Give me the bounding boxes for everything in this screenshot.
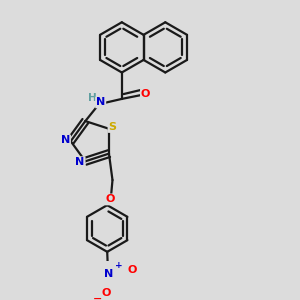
Text: O: O xyxy=(105,194,115,204)
Text: N: N xyxy=(104,269,114,279)
Text: H: H xyxy=(88,93,97,103)
Text: O: O xyxy=(141,88,150,99)
Text: S: S xyxy=(109,122,116,132)
Text: N: N xyxy=(61,135,70,145)
Text: O: O xyxy=(102,288,111,298)
Text: N: N xyxy=(96,98,105,107)
Text: −: − xyxy=(93,293,102,300)
Text: +: + xyxy=(115,261,122,270)
Text: O: O xyxy=(127,265,136,275)
Text: N: N xyxy=(75,157,85,167)
